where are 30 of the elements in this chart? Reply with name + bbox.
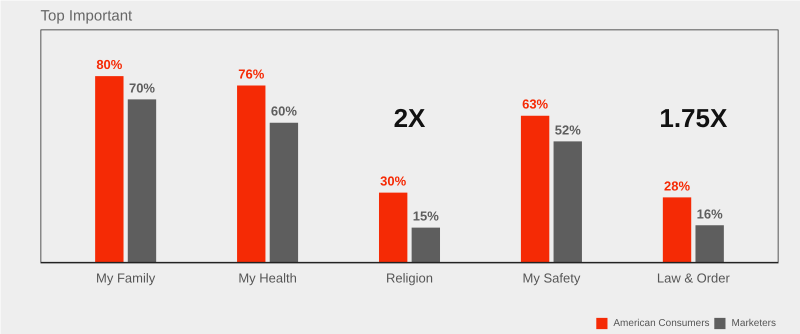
x-tick-label: My Family	[96, 270, 156, 286]
data-label: 28%	[664, 178, 690, 194]
bar	[554, 141, 582, 263]
data-label: 30%	[380, 174, 407, 189]
bar	[128, 99, 156, 263]
x-tick-label: My Health	[238, 270, 297, 286]
bar	[695, 225, 724, 263]
bar	[95, 76, 124, 263]
annotation: 1.75X	[659, 103, 728, 134]
bar	[378, 192, 408, 263]
bar	[520, 116, 550, 263]
annotation: 2X	[394, 103, 426, 134]
x-tick-label: My Safety	[522, 270, 581, 286]
bar	[270, 122, 298, 263]
legend-label: Marketers	[732, 318, 776, 328]
data-label: 52%	[554, 122, 582, 138]
data-label: 76%	[238, 66, 265, 82]
data-label: 63%	[522, 96, 549, 112]
bar	[662, 197, 692, 263]
bar	[412, 228, 440, 263]
x-tick-label: Law & Order	[656, 270, 731, 286]
x-tick-label: Religion	[386, 270, 433, 286]
data-label: 70%	[128, 80, 156, 96]
bar	[237, 85, 266, 263]
data-label: 60%	[270, 104, 298, 119]
data-label: 80%	[96, 57, 123, 72]
legend-label: American Consumers	[613, 318, 710, 328]
data-label: 15%	[412, 208, 440, 224]
chart-title: Top Important	[40, 8, 134, 24]
data-label: 16%	[696, 206, 724, 222]
